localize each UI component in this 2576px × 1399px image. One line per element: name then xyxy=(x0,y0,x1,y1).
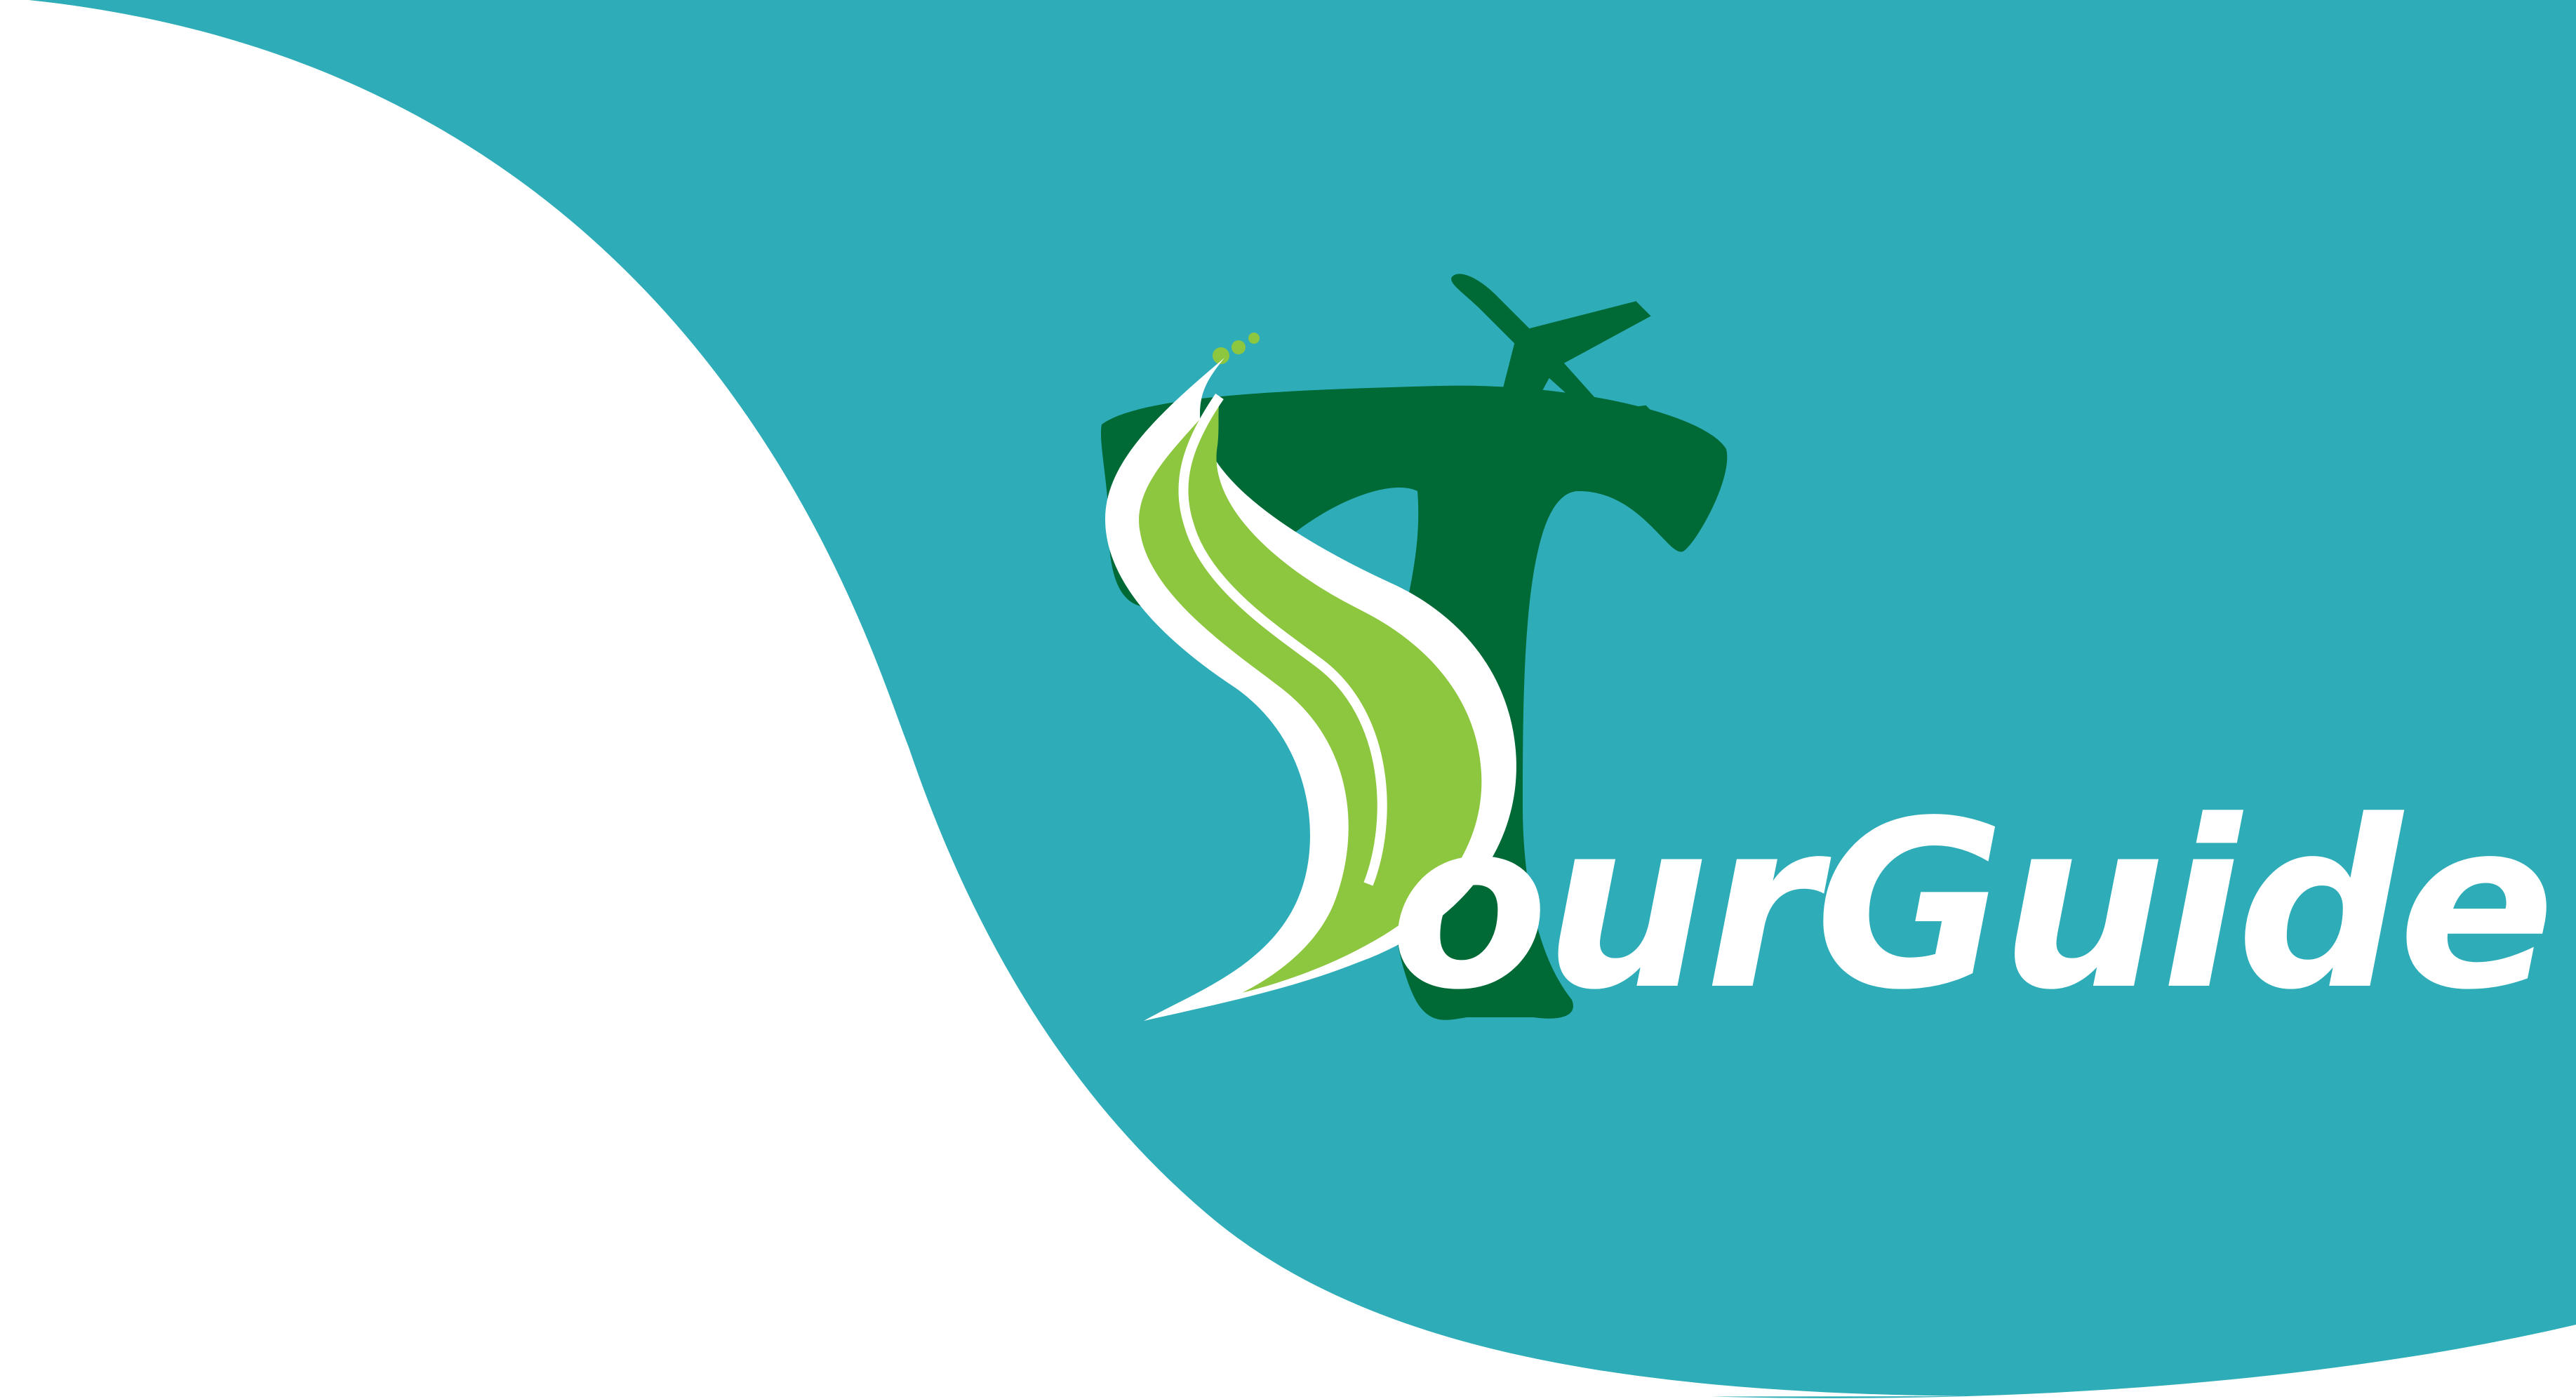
airplane-icon xyxy=(1451,274,1656,470)
tourguide-logo: ourGuide xyxy=(1039,147,2555,1040)
winding-road-s xyxy=(1105,358,1516,1021)
wordmark-text: ourGuide xyxy=(1389,771,2551,1040)
wordmark: ourGuide xyxy=(1389,771,2555,1040)
trail-dots xyxy=(1213,333,1260,364)
